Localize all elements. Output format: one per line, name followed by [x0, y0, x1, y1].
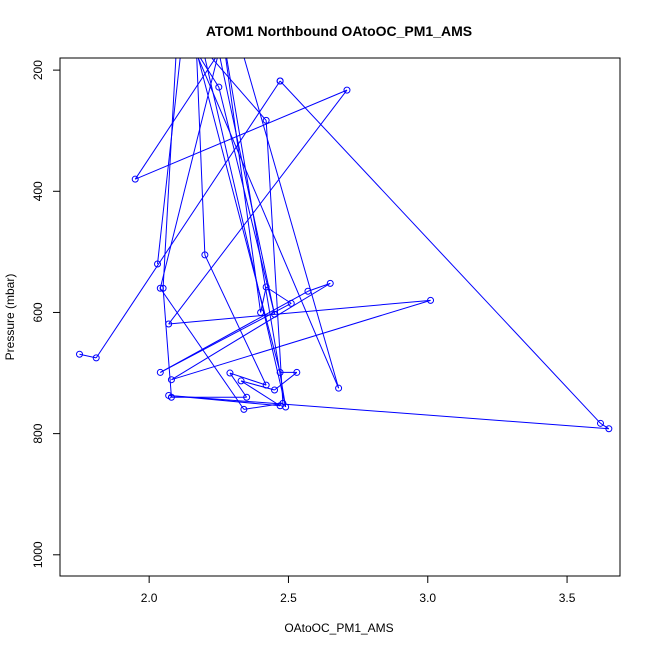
series-segment — [197, 58, 340, 389]
series-segment — [160, 302, 292, 373]
series-segment — [159, 287, 245, 410]
data-point — [154, 260, 162, 268]
data-point — [262, 381, 270, 389]
data-point — [271, 310, 279, 318]
y-tick-label: 1000 — [31, 541, 45, 568]
data-point — [194, 49, 200, 55]
data-point — [605, 425, 613, 433]
data-point — [156, 284, 164, 292]
series-segment — [171, 282, 331, 381]
data-point — [165, 320, 173, 328]
data-point — [182, 25, 188, 31]
series-segment — [168, 299, 431, 325]
series-segment — [196, 58, 206, 255]
series-segment — [226, 58, 287, 408]
data-point — [262, 116, 270, 124]
data-point — [276, 77, 284, 85]
x-axis: 2.0 2.5 3.0 3.5 — [141, 575, 576, 605]
data-point — [156, 368, 164, 376]
series-segment — [265, 120, 284, 404]
series-segment — [211, 58, 267, 121]
data-point — [282, 403, 290, 411]
x-tick-label: 2.5 — [280, 591, 297, 605]
series-segment — [135, 89, 348, 180]
data-point — [262, 283, 270, 291]
data-point — [293, 368, 301, 376]
series-layer — [76, 25, 613, 433]
series-segment — [229, 372, 267, 386]
data-point — [287, 299, 295, 307]
data-point — [427, 296, 435, 304]
series-segment — [243, 58, 340, 389]
data-point — [131, 175, 139, 183]
data-point — [226, 369, 234, 377]
data-point — [167, 393, 175, 401]
x-axis-label: OAtoOC_PM1_AMS — [284, 621, 393, 635]
series-segment — [260, 286, 267, 313]
series-segment — [162, 288, 172, 398]
series-segment — [279, 80, 601, 424]
series-segment — [600, 422, 610, 430]
data-point — [271, 386, 279, 394]
series-segment — [134, 58, 217, 180]
data-point — [201, 251, 209, 259]
series-segment — [225, 58, 262, 313]
series-segment — [159, 58, 218, 289]
y-tick-label: 200 — [31, 60, 45, 80]
series-segment — [274, 372, 298, 391]
series-segment — [240, 380, 275, 391]
data-point — [240, 405, 248, 413]
series-segment — [243, 402, 283, 410]
series-segment — [265, 286, 292, 304]
chart-title: ATOM1 Northbound OAtoOC_PM1_AMS — [206, 23, 472, 39]
series-segment — [240, 380, 281, 407]
data-point — [343, 86, 351, 94]
x-tick-label: 3.0 — [419, 591, 436, 605]
series-segment — [204, 254, 267, 386]
data-point — [216, 49, 222, 55]
series-segment — [204, 58, 287, 408]
data-point — [304, 287, 312, 295]
series-segment — [171, 299, 431, 381]
data-point — [596, 419, 604, 427]
x-tick-label: 3.5 — [559, 591, 576, 605]
data-point — [237, 377, 245, 385]
y-tick-label: 400 — [31, 181, 45, 201]
data-point — [335, 384, 343, 392]
series-segment — [229, 372, 248, 398]
data-point — [167, 376, 175, 384]
series-segment — [307, 282, 331, 292]
series-segment — [197, 58, 281, 373]
data-point — [215, 83, 223, 91]
y-tick-label: 600 — [31, 302, 45, 322]
y-axis-label: Pressure (mbar) — [3, 274, 17, 361]
data-point — [159, 284, 167, 292]
series-segment — [168, 394, 609, 430]
plot-frame — [59, 57, 621, 577]
y-axis: 200 400 600 800 1000 — [31, 60, 61, 568]
series-segment — [95, 80, 281, 359]
data-point — [76, 350, 84, 358]
series-segment — [218, 86, 276, 315]
y-tick-label: 800 — [31, 423, 45, 443]
data-point — [326, 279, 334, 287]
data-point — [243, 393, 251, 401]
series-segment — [157, 58, 181, 265]
data-point — [276, 368, 284, 376]
series-segment — [219, 58, 276, 315]
series-segment — [168, 89, 348, 325]
data-point — [257, 308, 265, 316]
x-tick-label: 2.0 — [141, 591, 158, 605]
data-point — [92, 354, 100, 362]
